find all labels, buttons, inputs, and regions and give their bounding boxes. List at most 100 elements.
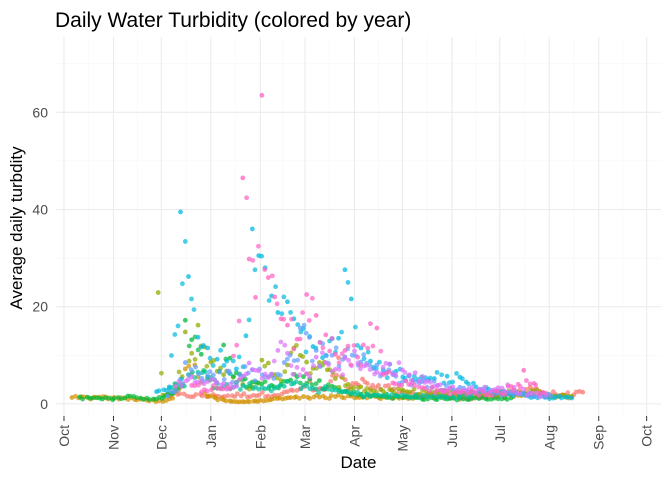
data-point (221, 342, 227, 348)
data-point (205, 379, 211, 384)
data-point (262, 371, 268, 377)
data-point (320, 345, 326, 351)
data-point (300, 354, 306, 360)
data-point (221, 372, 227, 378)
data-point (517, 391, 523, 396)
x-tick-label: Oct (639, 425, 655, 447)
data-point (332, 366, 338, 372)
data-point (221, 362, 227, 368)
data-point (422, 385, 428, 391)
data-point (240, 175, 246, 181)
y-tick-label: 40 (32, 201, 48, 217)
x-tick-label: Nov (105, 425, 121, 450)
data-point (365, 381, 370, 386)
data-point (342, 267, 348, 273)
data-point (256, 368, 262, 374)
data-point (269, 371, 275, 377)
data-point (234, 342, 240, 348)
data-point (367, 393, 373, 399)
data-point (188, 367, 194, 373)
data-point (297, 336, 303, 342)
data-point (374, 362, 380, 368)
data-point (345, 280, 351, 285)
data-point (259, 357, 265, 363)
data-point (284, 379, 290, 385)
data-point (358, 384, 364, 390)
data-point (159, 370, 164, 376)
data-point (207, 393, 212, 399)
data-point (325, 386, 331, 392)
data-point (224, 358, 230, 364)
data-point (580, 389, 586, 395)
data-point (182, 366, 188, 372)
data-point (291, 358, 297, 364)
data-point (374, 369, 380, 375)
data-point (273, 284, 278, 290)
data-point (282, 342, 288, 348)
data-point (452, 395, 457, 401)
data-point (351, 343, 357, 348)
data-point (459, 389, 465, 395)
data-point (304, 371, 310, 377)
data-point (439, 372, 444, 378)
data-point (376, 392, 382, 398)
data-point (389, 392, 395, 397)
data-point (285, 350, 290, 356)
data-point (210, 383, 216, 388)
data-point (413, 392, 419, 398)
data-point (226, 368, 232, 374)
data-point (376, 382, 381, 388)
x-tick-label: Jul (492, 425, 508, 443)
data-point (298, 329, 304, 335)
data-point (365, 345, 371, 351)
data-point (313, 313, 319, 318)
data-point (386, 383, 391, 388)
data-point (407, 389, 413, 395)
data-point (288, 395, 294, 400)
data-point (186, 358, 192, 364)
data-point (303, 349, 309, 355)
data-point (134, 395, 140, 401)
data-point (307, 334, 312, 340)
data-point (297, 395, 302, 401)
data-point (90, 395, 96, 401)
data-point (380, 393, 386, 398)
data-point (454, 389, 460, 395)
data-point (323, 395, 328, 401)
data-point (326, 362, 331, 368)
x-tick-label: Mar (297, 425, 313, 449)
data-point (201, 343, 206, 348)
data-point (192, 356, 198, 362)
data-point (182, 239, 188, 244)
data-point (472, 395, 478, 401)
data-point (210, 372, 216, 378)
data-point (298, 386, 304, 392)
data-point (282, 369, 288, 375)
data-point (281, 383, 287, 389)
data-point (186, 343, 192, 349)
data-point (358, 362, 363, 368)
data-point (313, 348, 319, 353)
data-point (401, 388, 406, 394)
data-point (345, 343, 351, 349)
data-point (178, 383, 184, 389)
data-point (289, 316, 294, 322)
data-point (530, 390, 536, 396)
data-point (243, 384, 249, 390)
data-point (485, 391, 491, 397)
data-point (189, 350, 195, 356)
data-point (186, 274, 191, 279)
data-point (189, 337, 195, 343)
data-point (313, 381, 319, 387)
data-point (246, 399, 252, 405)
data-point (336, 355, 341, 361)
data-point (300, 367, 306, 372)
data-point (250, 257, 256, 263)
data-point (300, 310, 305, 315)
data-point (464, 391, 470, 397)
data-point (231, 374, 236, 379)
data-point (355, 354, 361, 360)
data-point (173, 383, 179, 389)
data-point (319, 350, 325, 356)
data-point (306, 317, 312, 323)
